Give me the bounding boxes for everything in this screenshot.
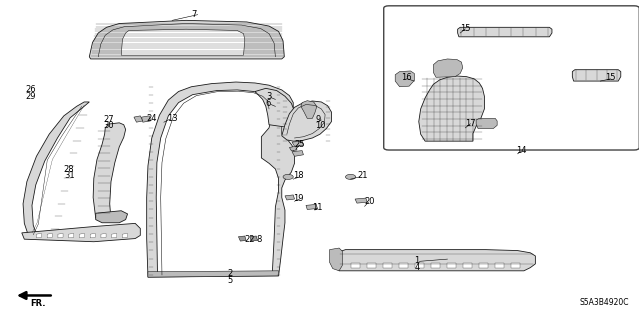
Polygon shape — [156, 90, 278, 275]
Text: 29: 29 — [26, 93, 36, 101]
FancyBboxPatch shape — [384, 6, 639, 150]
Polygon shape — [431, 263, 440, 268]
Polygon shape — [351, 263, 360, 268]
Polygon shape — [463, 263, 472, 268]
Text: 3: 3 — [266, 92, 271, 101]
Text: 24: 24 — [147, 114, 157, 123]
Text: 14: 14 — [516, 146, 527, 155]
Polygon shape — [90, 20, 284, 59]
Polygon shape — [96, 211, 127, 223]
Text: 18: 18 — [293, 171, 304, 181]
Text: 20: 20 — [365, 197, 375, 206]
Text: 16: 16 — [401, 73, 412, 82]
Text: 7: 7 — [191, 10, 196, 19]
Polygon shape — [572, 70, 621, 81]
Text: 10: 10 — [316, 121, 326, 130]
Text: 9: 9 — [316, 115, 321, 123]
Text: 25: 25 — [294, 140, 305, 149]
Text: 4: 4 — [414, 263, 420, 272]
Polygon shape — [239, 236, 246, 241]
Polygon shape — [47, 234, 52, 238]
Polygon shape — [285, 195, 294, 200]
Text: 31: 31 — [64, 171, 74, 181]
Text: 15: 15 — [605, 73, 616, 82]
Polygon shape — [148, 271, 278, 277]
Text: 19: 19 — [293, 194, 304, 203]
Polygon shape — [93, 123, 125, 219]
Text: 17: 17 — [465, 119, 476, 128]
Polygon shape — [22, 223, 140, 242]
Polygon shape — [511, 263, 520, 268]
Text: 15: 15 — [460, 24, 470, 33]
Polygon shape — [101, 234, 106, 238]
Polygon shape — [476, 118, 497, 129]
Text: 6: 6 — [266, 99, 271, 108]
Polygon shape — [419, 76, 484, 141]
Polygon shape — [433, 59, 463, 77]
Text: 22: 22 — [245, 235, 255, 244]
Polygon shape — [121, 29, 245, 55]
Polygon shape — [447, 263, 456, 268]
Polygon shape — [306, 204, 317, 210]
Polygon shape — [479, 263, 488, 268]
Polygon shape — [367, 263, 376, 268]
Polygon shape — [250, 236, 257, 241]
Polygon shape — [458, 27, 552, 37]
Text: S5A3B4920C: S5A3B4920C — [580, 299, 629, 308]
Text: 8: 8 — [256, 235, 262, 244]
Text: 2: 2 — [228, 269, 233, 278]
Polygon shape — [355, 198, 367, 203]
Polygon shape — [141, 116, 150, 122]
Text: 30: 30 — [103, 121, 114, 130]
Text: 28: 28 — [64, 165, 74, 174]
Polygon shape — [147, 82, 294, 277]
Polygon shape — [399, 263, 408, 268]
Polygon shape — [58, 234, 63, 238]
Circle shape — [346, 174, 356, 179]
Polygon shape — [68, 234, 74, 238]
Polygon shape — [383, 263, 392, 268]
Polygon shape — [330, 248, 342, 271]
Polygon shape — [395, 71, 414, 87]
Polygon shape — [415, 263, 424, 268]
Polygon shape — [292, 151, 303, 156]
Polygon shape — [336, 250, 536, 271]
Polygon shape — [36, 234, 42, 238]
Polygon shape — [134, 116, 143, 122]
Polygon shape — [292, 141, 303, 146]
Polygon shape — [495, 263, 504, 268]
Text: FR.: FR. — [31, 299, 46, 308]
Polygon shape — [23, 102, 90, 236]
Polygon shape — [122, 234, 127, 238]
Polygon shape — [90, 234, 95, 238]
Polygon shape — [79, 234, 84, 238]
Polygon shape — [282, 101, 332, 141]
Text: 5: 5 — [228, 276, 233, 285]
Polygon shape — [301, 101, 317, 118]
Text: 11: 11 — [312, 203, 323, 212]
Circle shape — [283, 174, 293, 179]
Text: 13: 13 — [167, 114, 178, 123]
Text: 26: 26 — [26, 85, 36, 94]
Text: 27: 27 — [103, 115, 114, 123]
Polygon shape — [255, 88, 294, 127]
Text: 21: 21 — [357, 171, 367, 181]
Polygon shape — [112, 234, 117, 238]
Text: 1: 1 — [414, 256, 420, 265]
Polygon shape — [289, 146, 297, 151]
